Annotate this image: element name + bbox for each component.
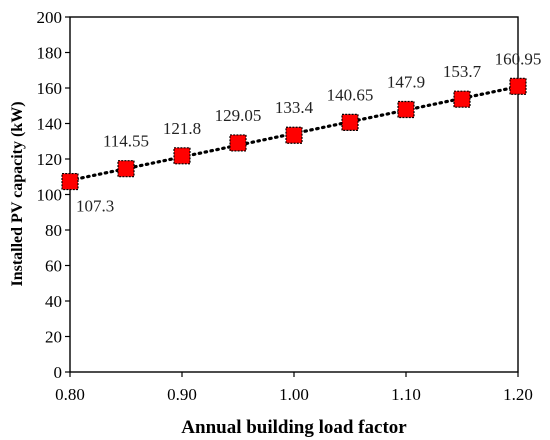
data-point bbox=[397, 100, 415, 119]
data-point bbox=[285, 126, 303, 144]
data-label: 107.3 bbox=[76, 197, 114, 216]
plot-area bbox=[69, 16, 519, 373]
data-point bbox=[173, 147, 191, 165]
data-point bbox=[229, 134, 247, 152]
y-axis: 0 20 40 60 80 100 120 140 160 180 200 bbox=[37, 8, 70, 382]
y-tick-label: 180 bbox=[37, 44, 63, 63]
x-tick-label: 1.10 bbox=[391, 385, 421, 404]
y-axis-title: Installed PV capacity (kW) bbox=[9, 101, 26, 286]
data-label: 114.55 bbox=[103, 132, 149, 151]
x-tick-label: 0.90 bbox=[167, 385, 197, 404]
data-point bbox=[117, 160, 135, 178]
data-label: 153.7 bbox=[443, 62, 482, 81]
y-tick-label: 80 bbox=[45, 221, 62, 240]
x-axis-title: Annual building load factor bbox=[181, 417, 407, 438]
y-tick-label: 100 bbox=[37, 186, 63, 205]
data-label: 140.65 bbox=[327, 85, 374, 104]
data-labels: 107.3 114.55 121.8 129.05 133.4 140.65 147.9 15… bbox=[76, 49, 541, 215]
data-point bbox=[61, 172, 79, 191]
y-tick-label: 40 bbox=[45, 292, 62, 311]
y-tick-label: 200 bbox=[37, 8, 63, 27]
data-label: 133.4 bbox=[275, 98, 314, 117]
data-points bbox=[61, 77, 527, 191]
data-label: 160.95 bbox=[495, 49, 542, 68]
x-axis: 0.80 0.90 1.00 1.10 1.20 bbox=[55, 372, 533, 404]
data-label: 121.8 bbox=[163, 119, 201, 138]
data-point bbox=[341, 113, 359, 131]
y-tick-label: 20 bbox=[45, 328, 62, 347]
y-tick-label: 60 bbox=[45, 257, 62, 276]
data-label: 147.9 bbox=[387, 72, 425, 91]
data-point bbox=[453, 90, 471, 108]
x-tick-label: 0.80 bbox=[55, 385, 85, 404]
y-tick-label: 140 bbox=[37, 115, 63, 134]
y-tick-label: 160 bbox=[37, 79, 63, 98]
x-tick-label: 1.00 bbox=[279, 385, 309, 404]
data-label: 129.05 bbox=[215, 106, 262, 125]
data-point bbox=[509, 77, 527, 95]
x-tick-label: 1.20 bbox=[503, 385, 533, 404]
y-tick-label: 0 bbox=[54, 363, 63, 382]
y-tick-label: 120 bbox=[37, 150, 63, 169]
